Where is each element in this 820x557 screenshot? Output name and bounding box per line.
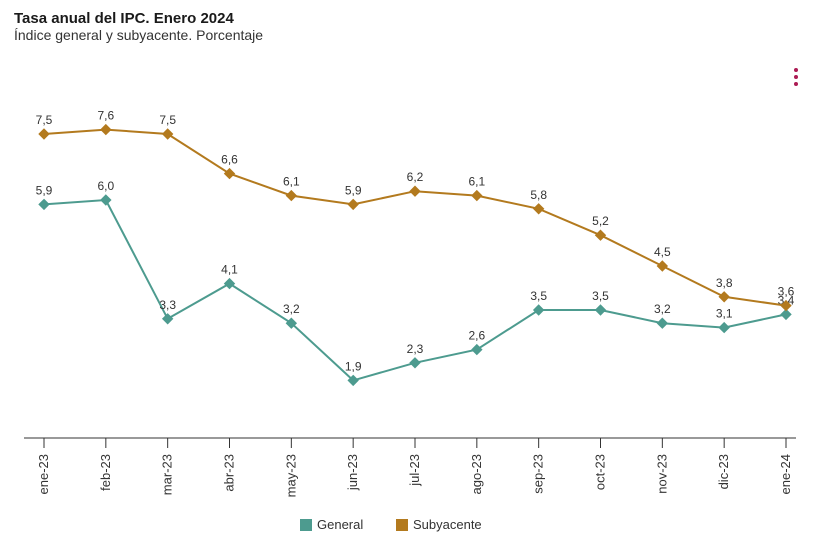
line-chart: ene-23 feb-23 mar-23 abr-23 may-23 jun-23 jul-…: [14, 60, 806, 540]
value-label: 5,8: [530, 188, 547, 202]
value-label: 6,1: [283, 175, 300, 189]
x-axis-label: abr-23: [222, 454, 237, 492]
x-axis-label: ene-23: [36, 454, 51, 494]
data-marker: [657, 318, 667, 328]
data-marker: [657, 261, 667, 271]
x-axis-label: ago-23: [469, 454, 484, 494]
x-axis-label: sep-23: [531, 454, 546, 494]
data-marker: [596, 305, 606, 315]
x-axis-label: nov-23: [654, 454, 669, 494]
value-label: 7,5: [36, 113, 53, 127]
x-axis-label: may-23: [283, 454, 298, 497]
x-axis-label: mar-23: [160, 454, 175, 495]
value-label: 3,1: [716, 307, 733, 321]
value-label: 6,1: [468, 175, 485, 189]
data-marker: [225, 279, 235, 289]
value-label: 7,5: [159, 113, 176, 127]
x-axis-label: oct-23: [593, 454, 608, 490]
data-marker: [410, 358, 420, 368]
data-marker: [348, 199, 358, 209]
value-label: 6,6: [221, 153, 238, 167]
value-label: 5,9: [36, 183, 53, 197]
value-label: 5,9: [345, 183, 362, 197]
data-marker: [472, 345, 482, 355]
data-marker: [39, 129, 49, 139]
data-marker: [596, 230, 606, 240]
data-marker: [225, 169, 235, 179]
value-label: 7,6: [97, 109, 114, 123]
x-axis-label: feb-23: [98, 454, 113, 491]
value-label: 3,6: [778, 285, 795, 299]
value-label: 2,3: [407, 342, 424, 356]
x-axis-label: jun-23: [345, 454, 360, 491]
value-label: 6,0: [97, 179, 114, 193]
data-marker: [534, 204, 544, 214]
value-label: 3,8: [716, 276, 733, 290]
value-label: 5,2: [592, 214, 609, 228]
data-marker: [472, 191, 482, 201]
series-line: [44, 130, 786, 306]
value-label: 3,3: [159, 298, 176, 312]
value-label: 3,5: [592, 289, 609, 303]
chart-subtitle: Índice general y subyacente. Porcentaje: [14, 27, 806, 43]
data-marker: [286, 191, 296, 201]
data-marker: [719, 323, 729, 333]
value-label: 6,2: [407, 170, 424, 184]
x-axis-label: dic-23: [716, 454, 731, 489]
value-label: 3,2: [283, 302, 300, 316]
x-axis-label: jul-23: [407, 454, 422, 487]
data-marker: [39, 199, 49, 209]
value-label: 3,2: [654, 302, 671, 316]
x-axis-label: ene-24: [778, 454, 793, 494]
legend-swatch: [300, 519, 312, 531]
legend-label: Subyacente: [413, 517, 482, 532]
value-label: 3,5: [530, 289, 547, 303]
value-label: 4,5: [654, 245, 671, 259]
data-marker: [719, 292, 729, 302]
data-marker: [410, 186, 420, 196]
value-label: 2,6: [468, 329, 485, 343]
data-marker: [163, 314, 173, 324]
legend-label: General: [317, 517, 363, 532]
legend-swatch: [396, 519, 408, 531]
data-marker: [534, 305, 544, 315]
value-label: 1,9: [345, 359, 362, 373]
value-label: 4,1: [221, 263, 238, 277]
data-marker: [101, 195, 111, 205]
data-marker: [101, 125, 111, 135]
data-marker: [163, 129, 173, 139]
chart-title: Tasa anual del IPC. Enero 2024: [14, 10, 806, 27]
